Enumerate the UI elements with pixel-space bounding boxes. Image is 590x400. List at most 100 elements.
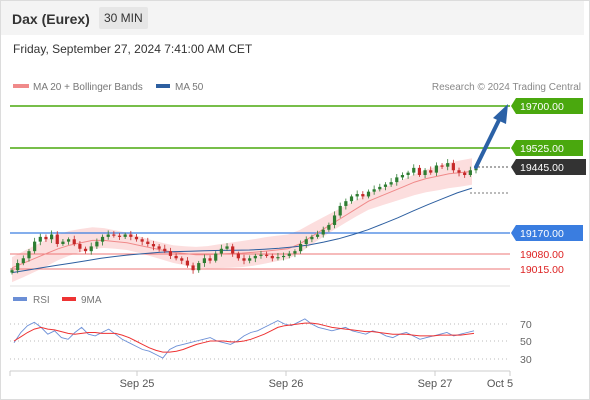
x-label-sep25: Sep 25 — [120, 378, 155, 390]
rsi-line — [13, 318, 475, 359]
candle-body — [446, 163, 450, 167]
candle-body — [202, 258, 206, 264]
candle-body — [168, 251, 173, 256]
datetime-label: Friday, September 27, 2024 7:41:00 AM CE… — [13, 42, 253, 56]
candle-body — [259, 254, 263, 256]
candle-body — [298, 244, 303, 252]
candle-body — [208, 258, 212, 261]
price-tag-19525: 19525.00 — [511, 140, 583, 156]
ma50-legend-label: MA 50 — [175, 82, 204, 93]
candle-body — [236, 253, 240, 259]
candle-body — [310, 236, 314, 240]
candle-body — [440, 165, 444, 167]
candle-body — [134, 236, 139, 240]
price-tag-19700: 19700.00 — [511, 98, 583, 114]
x-label-sep27: Sep 27 — [418, 378, 453, 390]
candle-body — [468, 170, 472, 176]
candle-body — [400, 175, 405, 178]
candle-body — [112, 234, 116, 236]
candle-body — [463, 172, 467, 176]
price-tag-19700-label: 19700.00 — [520, 101, 564, 113]
candle-body — [163, 248, 167, 252]
candle-body — [265, 254, 269, 256]
candle-body — [191, 265, 195, 271]
candle-body — [33, 241, 37, 252]
candle-body — [16, 263, 20, 271]
candle-body — [83, 248, 88, 252]
candle-body — [248, 258, 252, 261]
candle-body — [270, 255, 274, 259]
candle-body — [72, 239, 76, 245]
candle-body — [106, 234, 110, 237]
candle-body — [146, 241, 150, 245]
candle-body — [361, 194, 365, 197]
candle-body — [321, 229, 325, 235]
candle-body — [242, 258, 246, 261]
candles-group — [10, 159, 478, 275]
ma20-line — [11, 170, 473, 269]
candle-body — [429, 170, 433, 173]
rsi-ma-legend-swatch — [62, 297, 76, 301]
price-label-19015: 19015.00 — [520, 264, 564, 276]
candle-body — [315, 234, 320, 237]
candle-body — [157, 246, 161, 249]
ma20-legend-swatch — [13, 84, 29, 88]
candle-body — [78, 244, 82, 249]
candle-body — [197, 263, 201, 271]
candle-body — [372, 189, 376, 192]
x-label-oct5: Oct 5 — [487, 378, 513, 390]
chart-header: Dax (Eurex) 30 MIN — [1, 1, 584, 35]
ma20-legend-label: MA 20 + Bollinger Bands — [33, 82, 143, 93]
rsi-legend-swatch — [13, 297, 27, 301]
price-label-19080: 19080.00 — [520, 249, 564, 261]
candle-body — [349, 196, 354, 202]
candle-body — [451, 163, 455, 171]
candle-body — [276, 257, 280, 259]
x-label-sep26: Sep 26 — [269, 378, 304, 390]
target-arrow-shaft — [474, 116, 502, 169]
candle-body — [140, 239, 144, 242]
candle-body — [89, 246, 93, 252]
candle-body — [304, 239, 308, 245]
candle-body — [50, 234, 54, 240]
price-tag-19525-label: 19525.00 — [520, 143, 564, 155]
candle-body — [44, 236, 48, 240]
rsi-tick-30: 30 — [520, 354, 532, 366]
rsi-ma-legend-label: 9MA — [81, 295, 102, 306]
target-arrow-head — [493, 104, 508, 124]
candle-body — [434, 165, 438, 173]
timeframe-badge[interactable]: 30 MIN — [99, 7, 148, 29]
candle-body — [412, 167, 416, 173]
candle-body — [389, 182, 393, 185]
candle-body — [423, 170, 427, 176]
candle-body — [406, 172, 410, 176]
candle-body — [417, 167, 422, 176]
candle-body — [38, 236, 42, 242]
candle-body — [100, 236, 105, 242]
candle-body — [457, 170, 461, 173]
candle-body — [214, 253, 218, 261]
candle-body — [185, 260, 190, 266]
candle-body — [66, 239, 71, 242]
candle-body — [151, 244, 156, 247]
credit-label: Research © 2024 Trading Central — [432, 82, 581, 93]
candle-body — [180, 258, 184, 261]
price-tag-current-label: 19445.00 — [520, 162, 564, 174]
rsi-tick-50: 50 — [520, 336, 532, 348]
rsi-legend-label: RSI — [33, 295, 50, 306]
candle-body — [61, 241, 65, 245]
ma50-line — [11, 187, 473, 274]
candle-body — [27, 251, 31, 259]
price-tag-19170-label: 19170.00 — [520, 228, 564, 240]
candle-body — [395, 177, 399, 183]
candle-body — [355, 194, 359, 197]
candle-body — [219, 248, 223, 254]
candle-body — [378, 186, 382, 190]
candle-body — [327, 224, 331, 230]
candle-body — [287, 253, 291, 256]
candle-body — [117, 235, 122, 237]
rsi-ma-line — [13, 322, 475, 353]
candle-body — [282, 255, 286, 258]
candle-body — [129, 234, 133, 237]
